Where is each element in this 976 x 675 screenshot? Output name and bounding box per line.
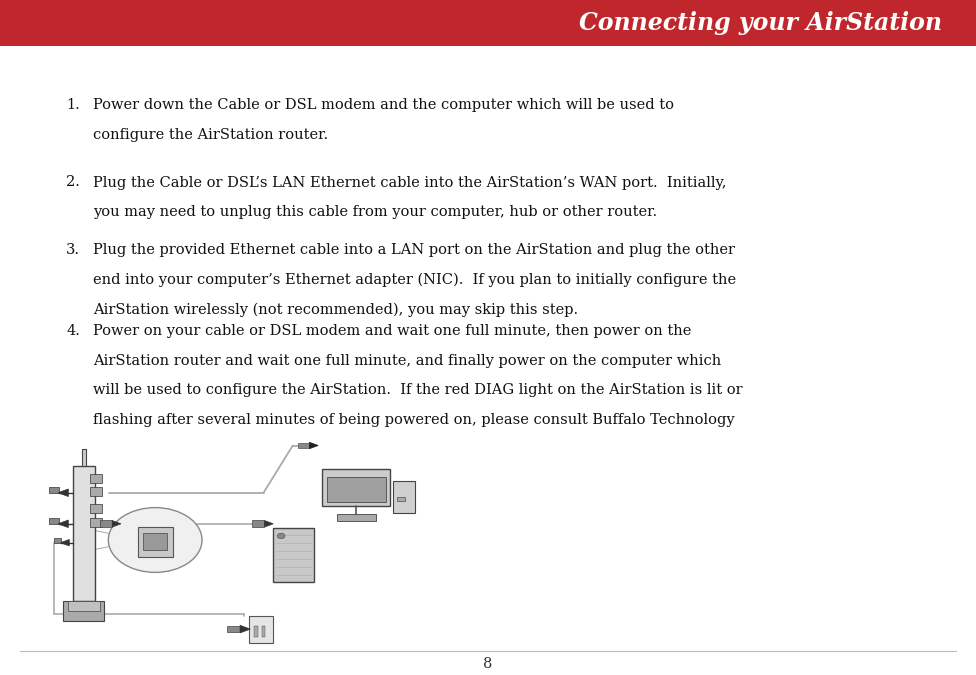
- Text: 3.: 3.: [66, 243, 80, 257]
- Text: you may need to unplug this cable from your computer, hub or other router.: you may need to unplug this cable from y…: [93, 205, 657, 219]
- Bar: [0, 0, 976, 46]
- Polygon shape: [61, 539, 69, 546]
- Bar: [322, 469, 390, 506]
- Bar: [63, 601, 104, 621]
- Bar: [68, 601, 100, 611]
- Text: flashing after several minutes of being powered on, please consult Buffalo Techn: flashing after several minutes of being …: [93, 413, 734, 427]
- Text: 8: 8: [483, 657, 493, 671]
- Bar: [49, 487, 59, 493]
- Bar: [90, 474, 102, 483]
- Bar: [100, 520, 112, 527]
- Circle shape: [108, 508, 202, 572]
- Bar: [254, 626, 258, 637]
- Text: Connecting your AirStation: Connecting your AirStation: [579, 11, 942, 35]
- Bar: [54, 538, 61, 543]
- Text: 1.: 1.: [66, 98, 80, 112]
- Bar: [49, 518, 59, 524]
- Text: 2.: 2.: [66, 176, 80, 190]
- Bar: [273, 528, 314, 582]
- Bar: [138, 526, 173, 557]
- Bar: [90, 487, 102, 496]
- Text: Power on your cable or DSL modem and wait one full minute, then power on the: Power on your cable or DSL modem and wai…: [93, 324, 691, 338]
- Bar: [337, 514, 376, 521]
- Bar: [249, 616, 273, 643]
- Bar: [90, 504, 102, 513]
- Bar: [73, 466, 95, 601]
- Bar: [327, 477, 386, 502]
- Bar: [298, 443, 309, 448]
- Polygon shape: [112, 520, 121, 527]
- Text: end into your computer’s Ethernet adapter (NIC).  If you plan to initially confi: end into your computer’s Ethernet adapte…: [93, 273, 736, 287]
- Polygon shape: [240, 625, 250, 633]
- Bar: [143, 533, 167, 550]
- Polygon shape: [58, 520, 68, 528]
- Bar: [227, 626, 240, 632]
- Bar: [393, 481, 415, 513]
- Text: AirStation wirelessly (not recommended), you may skip this step.: AirStation wirelessly (not recommended),…: [93, 302, 578, 317]
- Polygon shape: [58, 489, 68, 497]
- Polygon shape: [264, 520, 273, 527]
- Text: Plug the Cable or DSL’s LAN Ethernet cable into the AirStation’s WAN port.  Init: Plug the Cable or DSL’s LAN Ethernet cab…: [93, 176, 726, 190]
- Bar: [262, 626, 265, 637]
- Bar: [90, 518, 102, 526]
- Text: 4.: 4.: [66, 324, 80, 338]
- Text: Plug the provided Ethernet cable into a LAN port on the AirStation and plug the : Plug the provided Ethernet cable into a …: [93, 243, 735, 257]
- Bar: [397, 497, 405, 501]
- Text: will be used to configure the AirStation.  If the red DIAG light on the AirStati: will be used to configure the AirStation…: [93, 383, 743, 398]
- Circle shape: [277, 533, 285, 539]
- Bar: [82, 449, 86, 466]
- Polygon shape: [309, 442, 318, 449]
- Text: AirStation router and wait one full minute, and finally power on the computer wh: AirStation router and wait one full minu…: [93, 354, 721, 368]
- Text: configure the AirStation router.: configure the AirStation router.: [93, 128, 328, 142]
- Text: Power down the Cable or DSL modem and the computer which will be used to: Power down the Cable or DSL modem and th…: [93, 98, 673, 112]
- Bar: [252, 520, 264, 527]
